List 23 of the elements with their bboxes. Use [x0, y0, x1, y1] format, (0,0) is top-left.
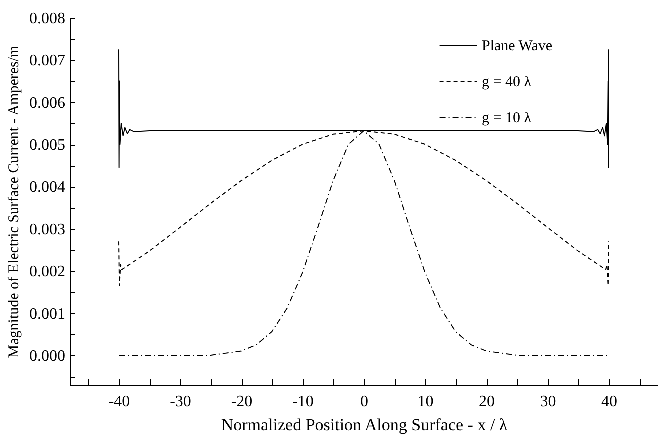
x-tick-label: -20 — [231, 394, 253, 410]
y-tick-label: 0.004 — [30, 179, 66, 196]
legend-label: g = 40 λ — [482, 74, 532, 90]
legend-label: g = 10 λ — [482, 110, 532, 126]
x-tick-label: 20 — [479, 394, 495, 410]
y-tick-label: 0.003 — [30, 221, 66, 238]
x-axis-title: Normalized Position Along Surface - x / λ — [221, 416, 508, 434]
y-tick-label: 0.006 — [30, 94, 66, 112]
y-axis-title: Magnitude of Electric Surface Current - Amperes/m — [6, 45, 22, 358]
x-tick-label: 0 — [360, 394, 368, 410]
y-tick-label: 0.005 — [30, 137, 66, 154]
x-tick-label: -10 — [292, 394, 314, 410]
y-tick-label: 0.001 — [30, 306, 66, 323]
y-tick-label: 0.008 — [30, 10, 66, 28]
y-tick-label: 0.002 — [30, 264, 66, 281]
x-tick-label: 30 — [540, 394, 556, 410]
legend-label: Plane Wave — [482, 38, 553, 54]
x-tick-label: 40 — [602, 394, 618, 410]
x-tick-label: -30 — [170, 394, 192, 410]
y-tick-label: 0.007 — [30, 52, 66, 70]
y-tick-label: 0.000 — [30, 348, 66, 365]
x-tick-label: 10 — [418, 394, 434, 410]
x-tick-label: -40 — [108, 394, 130, 410]
